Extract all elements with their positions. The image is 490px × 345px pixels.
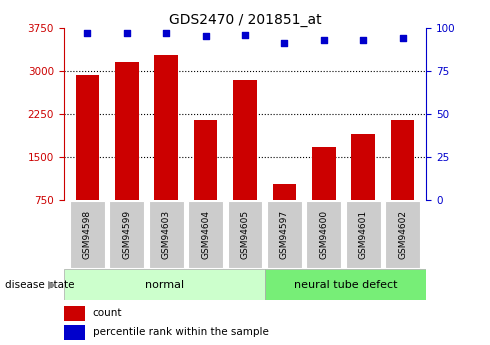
Bar	[154, 55, 178, 200]
FancyBboxPatch shape	[346, 201, 381, 268]
Point	[123, 30, 131, 36]
FancyBboxPatch shape	[188, 201, 223, 268]
FancyBboxPatch shape	[64, 269, 265, 300]
Bar	[312, 147, 336, 200]
FancyBboxPatch shape	[385, 201, 420, 268]
Text: normal: normal	[145, 280, 184, 289]
FancyBboxPatch shape	[70, 201, 105, 268]
Point	[83, 30, 91, 36]
Bar	[233, 80, 257, 200]
Text: GSM94604: GSM94604	[201, 210, 210, 259]
Bar	[194, 120, 218, 200]
FancyBboxPatch shape	[109, 201, 144, 268]
Text: GSM94599: GSM94599	[122, 210, 131, 259]
Point	[202, 33, 210, 39]
Title: GDS2470 / 201851_at: GDS2470 / 201851_at	[169, 12, 321, 27]
Text: GSM94597: GSM94597	[280, 210, 289, 259]
FancyBboxPatch shape	[306, 201, 341, 268]
Text: GSM94600: GSM94600	[319, 210, 328, 259]
FancyBboxPatch shape	[149, 201, 184, 268]
Text: count: count	[93, 308, 122, 318]
Point	[241, 32, 249, 37]
Point	[280, 40, 288, 46]
Text: percentile rank within the sample: percentile rank within the sample	[93, 327, 269, 337]
Bar	[272, 184, 296, 200]
FancyBboxPatch shape	[265, 269, 426, 300]
Text: GSM94602: GSM94602	[398, 210, 407, 259]
Bar	[351, 134, 375, 200]
Point	[162, 30, 170, 36]
Text: GSM94598: GSM94598	[83, 210, 92, 259]
Bar	[75, 75, 99, 200]
Text: neural tube defect: neural tube defect	[294, 280, 397, 289]
FancyBboxPatch shape	[267, 201, 302, 268]
Text: GSM94605: GSM94605	[241, 210, 249, 259]
Text: ▶: ▶	[48, 280, 56, 289]
Point	[399, 35, 407, 41]
Bar	[64, 306, 85, 321]
Text: disease state: disease state	[5, 280, 74, 289]
FancyBboxPatch shape	[228, 201, 262, 268]
Text: GSM94603: GSM94603	[162, 210, 171, 259]
Bar	[64, 325, 85, 339]
Bar	[391, 120, 415, 200]
Text: GSM94601: GSM94601	[359, 210, 368, 259]
Point	[320, 37, 328, 42]
Bar	[115, 62, 139, 200]
Point	[359, 37, 367, 42]
